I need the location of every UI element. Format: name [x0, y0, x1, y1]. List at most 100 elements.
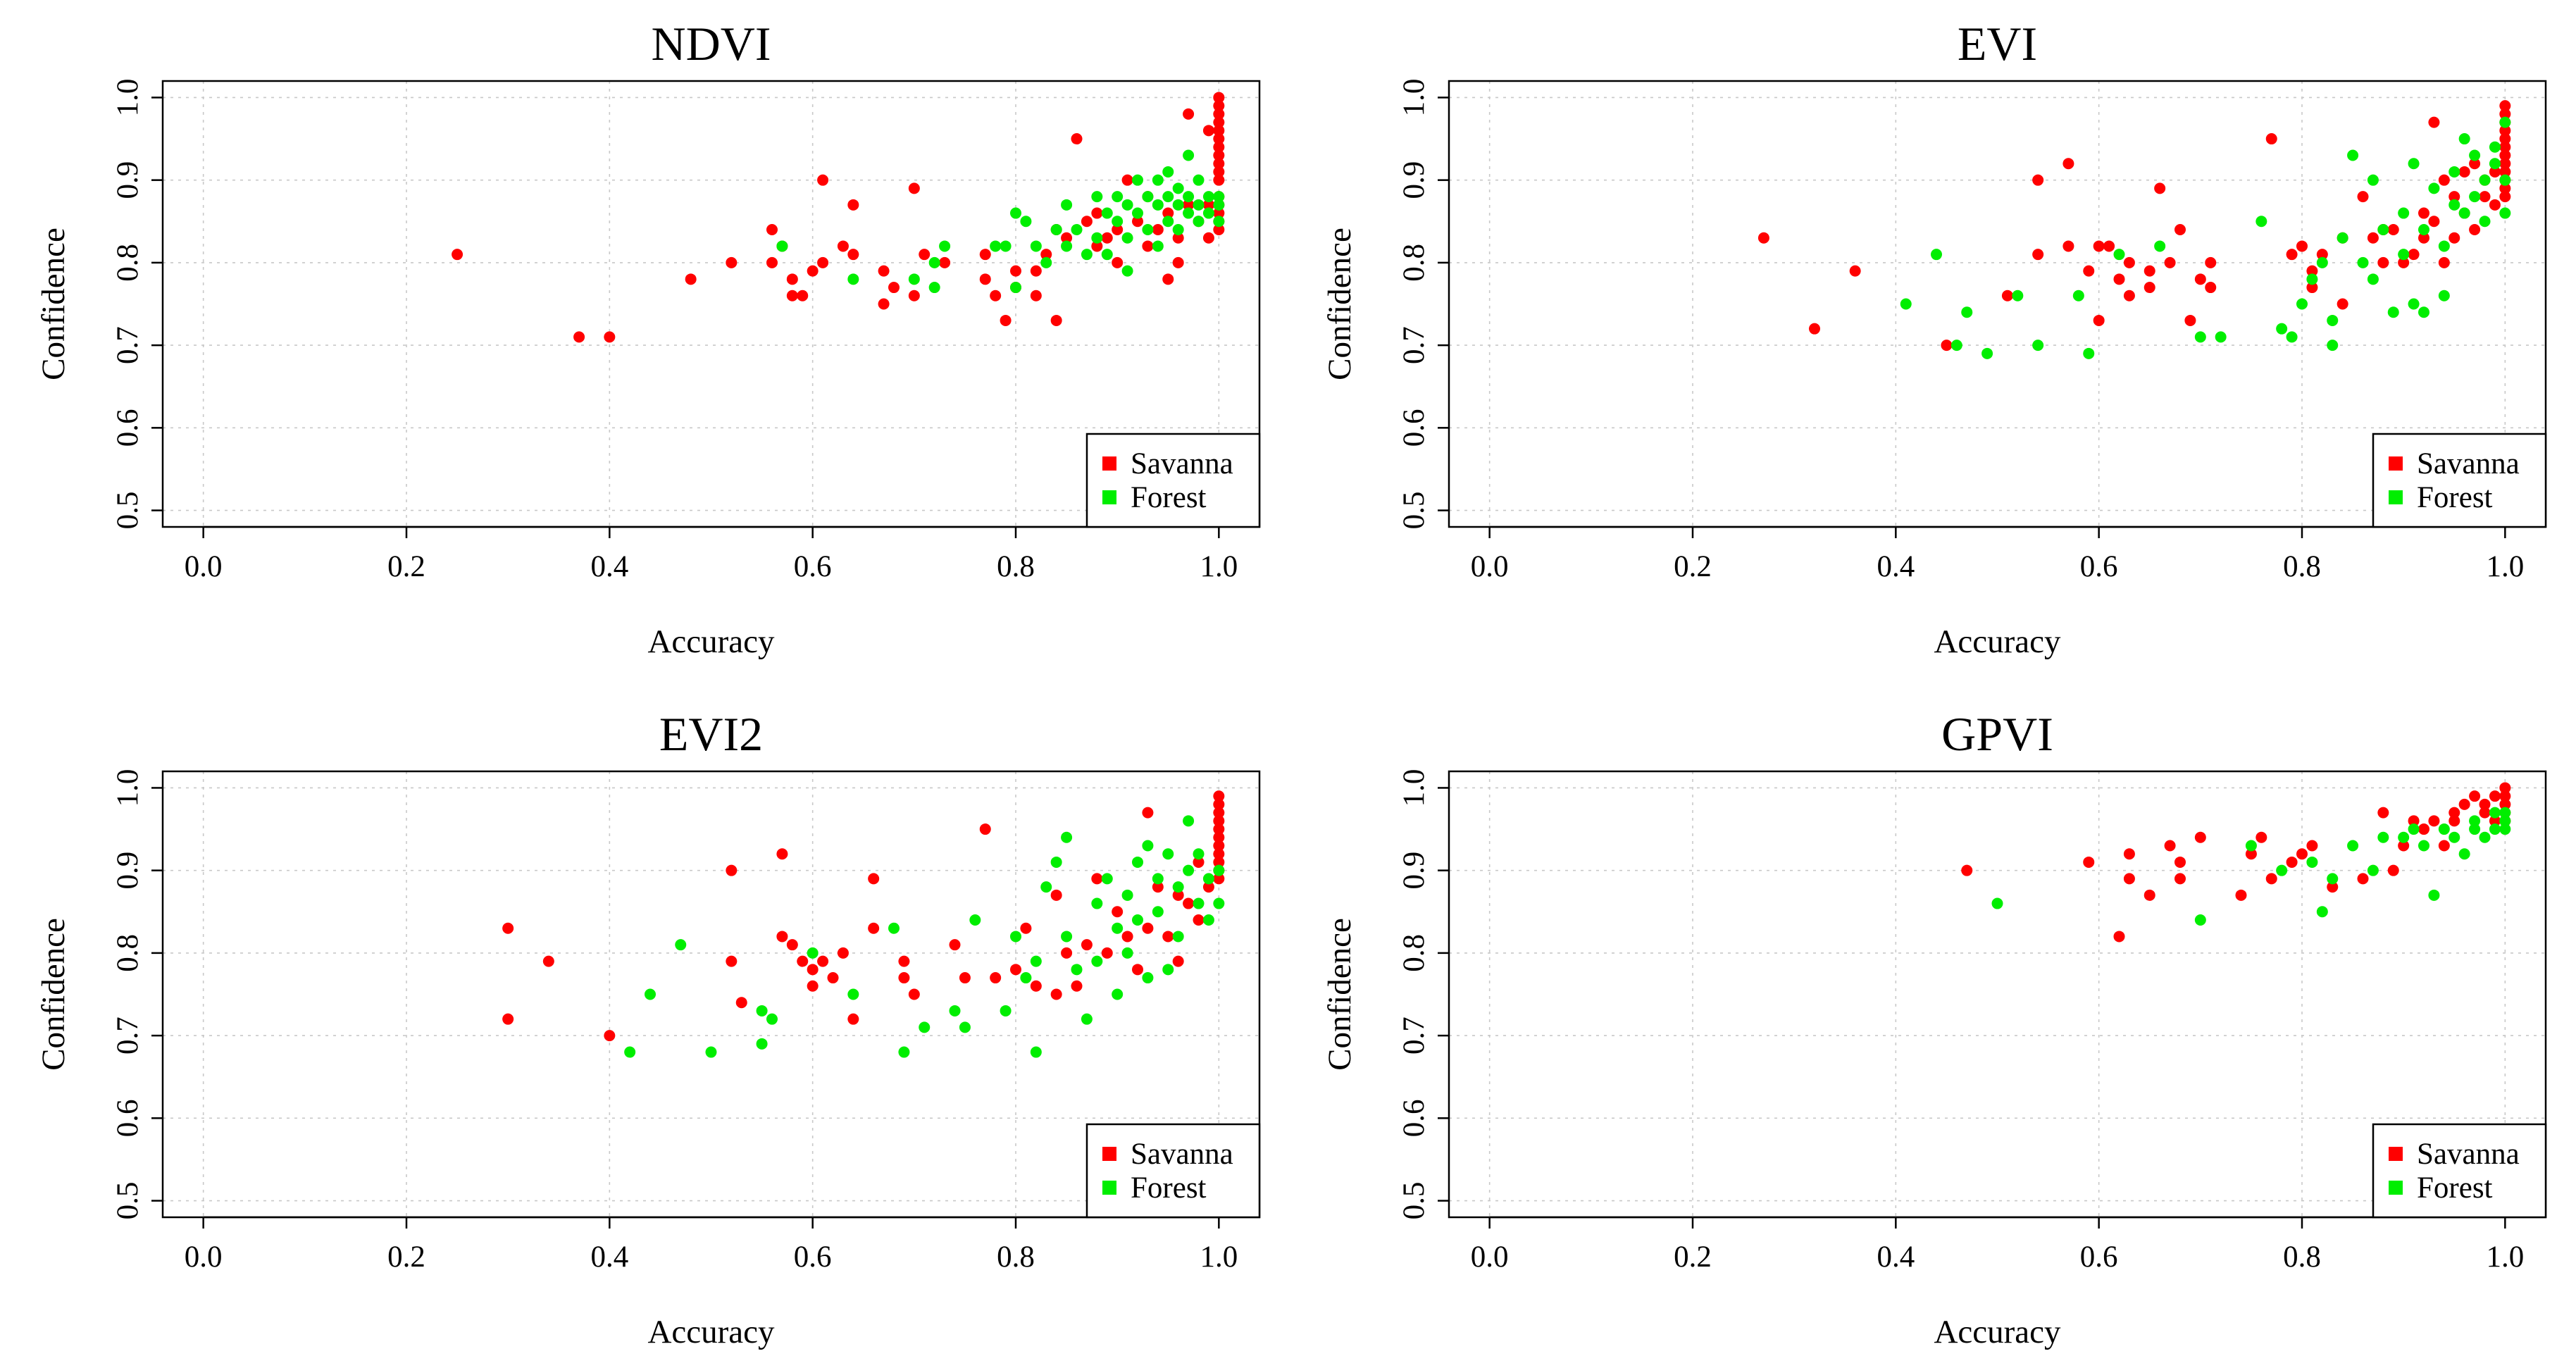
- y-tick-label: 0.6: [1398, 409, 1431, 447]
- data-point-forest: [2296, 298, 2308, 310]
- data-point-savanna: [2408, 249, 2420, 261]
- data-point-savanna: [1213, 92, 1225, 104]
- data-point-forest: [1162, 166, 1174, 178]
- data-point-savanna: [2083, 265, 2095, 277]
- data-point-savanna: [939, 256, 951, 268]
- data-point-forest: [2469, 823, 2481, 835]
- data-point-savanna: [2296, 240, 2308, 252]
- data-point-savanna: [1132, 964, 1143, 976]
- data-point-forest: [939, 240, 951, 252]
- data-point-forest: [1121, 232, 1133, 244]
- data-point-forest: [1040, 256, 1052, 268]
- data-point-savanna: [1142, 240, 1154, 252]
- data-point-forest: [2387, 306, 2399, 318]
- data-point-forest: [1030, 240, 1042, 252]
- data-point-savanna: [898, 955, 910, 967]
- y-tick-label: 0.7: [111, 326, 144, 364]
- data-point-savanna: [908, 988, 920, 1000]
- data-point-savanna: [797, 290, 809, 301]
- y-tick-label: 0.5: [111, 492, 144, 530]
- data-point-forest: [888, 922, 900, 934]
- data-point-savanna: [2398, 840, 2410, 852]
- data-point-forest: [2438, 240, 2450, 252]
- data-point-forest: [705, 1046, 717, 1058]
- data-point-forest: [2499, 116, 2511, 128]
- data-point-forest: [1061, 931, 1073, 943]
- data-point-savanna: [1152, 881, 1164, 893]
- y-axis-label: Confidence: [35, 228, 72, 380]
- data-point-forest: [2032, 340, 2044, 352]
- data-point-forest: [1000, 1005, 1012, 1016]
- x-tick-label: 0.8: [997, 1240, 1035, 1274]
- data-point-forest: [2306, 856, 2318, 868]
- data-point-savanna: [2469, 790, 2481, 802]
- data-point-forest: [1010, 282, 1021, 294]
- data-point-savanna: [2458, 166, 2470, 178]
- data-point-savanna: [2367, 232, 2379, 244]
- data-point-savanna: [878, 265, 890, 277]
- data-point-forest: [2306, 273, 2318, 285]
- data-point-forest: [2499, 207, 2511, 219]
- x-tick-label: 0.8: [997, 550, 1035, 583]
- data-point-savanna: [786, 939, 798, 951]
- data-point-savanna: [2205, 282, 2217, 294]
- data-point-savanna: [2499, 125, 2511, 137]
- data-point-forest: [2489, 158, 2501, 170]
- data-point-forest: [1121, 889, 1133, 901]
- data-point-forest: [2012, 290, 2024, 301]
- data-point-savanna: [1091, 207, 1103, 219]
- data-point-savanna: [1213, 823, 1225, 835]
- data-point-forest: [2469, 149, 2481, 161]
- y-tick-label: 0.8: [111, 934, 144, 972]
- data-point-savanna: [1172, 232, 1184, 244]
- chart-panel: 0.0 0.2 0.4 0.6 0.8 1.0 0.5 0.6 0.7 0.8 0.9 1.0 EVI A…: [1321, 17, 2547, 660]
- data-point-savanna: [959, 972, 971, 984]
- chart-title: GPVI: [1941, 707, 2053, 761]
- data-point-forest: [969, 914, 981, 926]
- data-point-savanna: [726, 256, 738, 268]
- data-point-savanna: [776, 848, 788, 860]
- data-point-savanna: [1040, 249, 1052, 261]
- data-point-savanna: [1142, 922, 1154, 934]
- plot-frame: [1448, 770, 2547, 1219]
- chart-panel: 0.0 0.2 0.4 0.6 0.8 1.0 0.5 0.6 0.7 0.8 0.9 1.0 GPVI…: [1321, 707, 2547, 1350]
- plot-frame: [161, 80, 1261, 528]
- data-point-savanna: [1202, 199, 1214, 211]
- data-point-forest: [2408, 823, 2420, 835]
- data-point-forest: [1071, 224, 1083, 235]
- data-point-forest: [807, 947, 819, 959]
- x-tick-label: 0.2: [387, 1240, 425, 1274]
- data-point-savanna: [2458, 798, 2470, 810]
- data-point-savanna: [2286, 856, 2298, 868]
- data-point-savanna: [1050, 889, 1062, 901]
- data-point-savanna: [2499, 141, 2511, 153]
- data-point-savanna: [1091, 873, 1103, 885]
- data-point-savanna: [2184, 314, 2196, 326]
- data-point-savanna: [1213, 116, 1225, 128]
- data-point-savanna: [2286, 249, 2298, 261]
- x-tick-label: 0.8: [2283, 1240, 2321, 1274]
- data-point-forest: [2215, 331, 2227, 343]
- data-point-savanna: [1091, 240, 1103, 252]
- x-tick-label: 0.8: [2283, 550, 2321, 583]
- data-point-savanna: [2418, 823, 2429, 835]
- data-point-savanna: [2357, 191, 2369, 203]
- x-tick-label: 0.4: [1877, 550, 1915, 583]
- data-point-forest: [2458, 848, 2470, 860]
- data-point-savanna: [1213, 166, 1225, 178]
- data-point-forest: [2499, 815, 2511, 827]
- data-point-savanna: [1213, 848, 1225, 860]
- data-point-savanna: [2499, 191, 2511, 203]
- data-point-savanna: [878, 298, 890, 310]
- data-point-forest: [1132, 914, 1143, 926]
- data-point-savanna: [2408, 815, 2420, 827]
- data-point-savanna: [2499, 158, 2511, 170]
- data-point-forest: [1112, 191, 1124, 203]
- data-point-forest: [1183, 207, 1195, 219]
- x-tick-label: 0.2: [387, 550, 425, 583]
- data-point-forest: [1202, 207, 1214, 219]
- data-point-forest: [2337, 232, 2348, 244]
- data-point-savanna: [2235, 889, 2247, 901]
